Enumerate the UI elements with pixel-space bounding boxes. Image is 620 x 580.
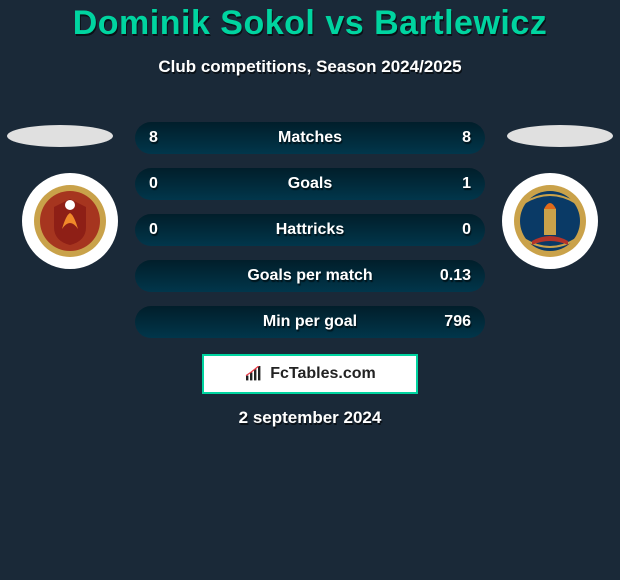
stat-label: Min per goal (135, 306, 485, 338)
stat-label: Matches (135, 122, 485, 154)
stat-label: Goals (135, 168, 485, 200)
stat-row-min-per-goal: Min per goal 796 (135, 306, 485, 338)
stat-row-matches: 8 Matches 8 (135, 122, 485, 154)
attribution-text: FcTables.com (270, 365, 376, 383)
page-title: Dominik Sokol vs Bartlewicz (0, 4, 620, 43)
country-flag-right-placeholder (507, 125, 613, 147)
club-crest-left-icon (32, 183, 108, 259)
stat-row-hattricks: 0 Hattricks 0 (135, 214, 485, 246)
stat-right-value: 796 (444, 306, 471, 338)
stat-label: Hattricks (135, 214, 485, 246)
stat-right-value: 0 (462, 214, 471, 246)
club-crest-right-icon (512, 183, 588, 259)
stat-right-value: 0.13 (440, 260, 471, 292)
stat-label: Goals per match (135, 260, 485, 292)
stat-right-value: 8 (462, 122, 471, 154)
country-flag-left-placeholder (7, 125, 113, 147)
stats-rows: 8 Matches 8 0 Goals 1 0 Hattricks 0 Goal… (135, 122, 485, 352)
stat-row-goals-per-match: Goals per match 0.13 (135, 260, 485, 292)
attribution-badge: FcTables.com (202, 354, 418, 394)
bar-chart-icon (244, 366, 264, 382)
stat-right-value: 1 (462, 168, 471, 200)
subtitle: Club competitions, Season 2024/2025 (0, 57, 620, 77)
date-label: 2 september 2024 (0, 408, 620, 428)
club-crest-right (502, 173, 598, 269)
club-crest-left (22, 173, 118, 269)
stat-row-goals: 0 Goals 1 (135, 168, 485, 200)
